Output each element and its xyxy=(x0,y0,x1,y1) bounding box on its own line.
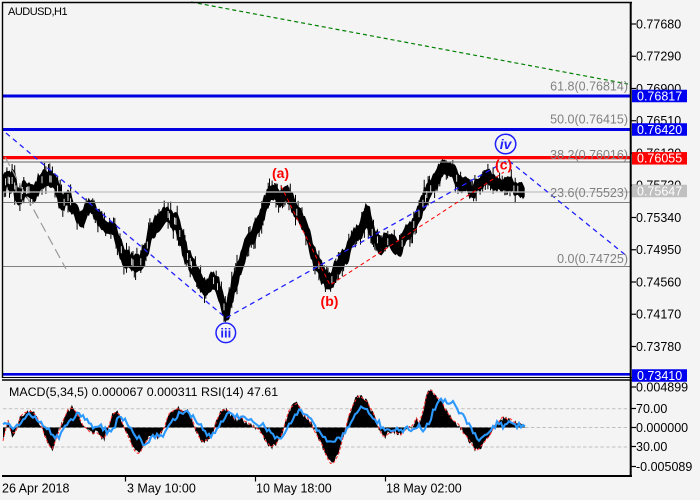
svg-text:iv: iv xyxy=(500,136,513,152)
svg-text:-0.005089: -0.005089 xyxy=(636,460,692,474)
svg-text:3 May 10:00: 3 May 10:00 xyxy=(127,482,196,496)
svg-text:30.00: 30.00 xyxy=(636,440,667,454)
svg-text:0.004899: 0.004899 xyxy=(636,380,688,394)
svg-text:23.6(0.75523): 23.6(0.75523) xyxy=(550,186,628,200)
svg-text:0.76055: 0.76055 xyxy=(637,152,682,166)
svg-text:(a): (a) xyxy=(272,165,289,181)
svg-text:50.0(0.76415): 50.0(0.76415) xyxy=(550,112,628,126)
svg-text:70.00: 70.00 xyxy=(636,402,667,416)
svg-text:0.77290: 0.77290 xyxy=(636,50,681,64)
svg-text:18 May 02:00: 18 May 02:00 xyxy=(386,482,462,496)
svg-text:61.8(0.76814): 61.8(0.76814) xyxy=(550,79,628,93)
svg-text:38.2(0.76016): 38.2(0.76016) xyxy=(550,148,628,162)
svg-text:0.0(0.74725): 0.0(0.74725) xyxy=(557,252,628,266)
svg-text:0.74950: 0.74950 xyxy=(636,243,681,257)
svg-text:0.76420: 0.76420 xyxy=(637,123,682,137)
svg-text:0.73410: 0.73410 xyxy=(637,369,682,383)
svg-text:0.73780: 0.73780 xyxy=(636,340,681,354)
svg-text:AUDUSD,H1: AUDUSD,H1 xyxy=(8,6,67,18)
svg-text:0.75340: 0.75340 xyxy=(636,211,681,225)
svg-text:0.74170: 0.74170 xyxy=(636,308,681,322)
svg-text:0.76817: 0.76817 xyxy=(637,89,682,103)
svg-text:10 May 18:00: 10 May 18:00 xyxy=(256,482,332,496)
svg-text:(b): (b) xyxy=(321,293,339,309)
svg-text:(c): (c) xyxy=(495,157,512,173)
svg-text:iii: iii xyxy=(220,325,231,340)
svg-text:0.74560: 0.74560 xyxy=(636,275,681,289)
svg-text:0.77680: 0.77680 xyxy=(636,17,681,31)
svg-text:26 Apr 2018: 26 Apr 2018 xyxy=(2,482,69,496)
svg-text:0.000000: 0.000000 xyxy=(636,421,688,435)
svg-text:MACD(5,34,5) 0.000067 0.000311: MACD(5,34,5) 0.000067 0.000311 RSI(14) 4… xyxy=(9,385,278,399)
svg-text:0.75647: 0.75647 xyxy=(637,184,682,198)
